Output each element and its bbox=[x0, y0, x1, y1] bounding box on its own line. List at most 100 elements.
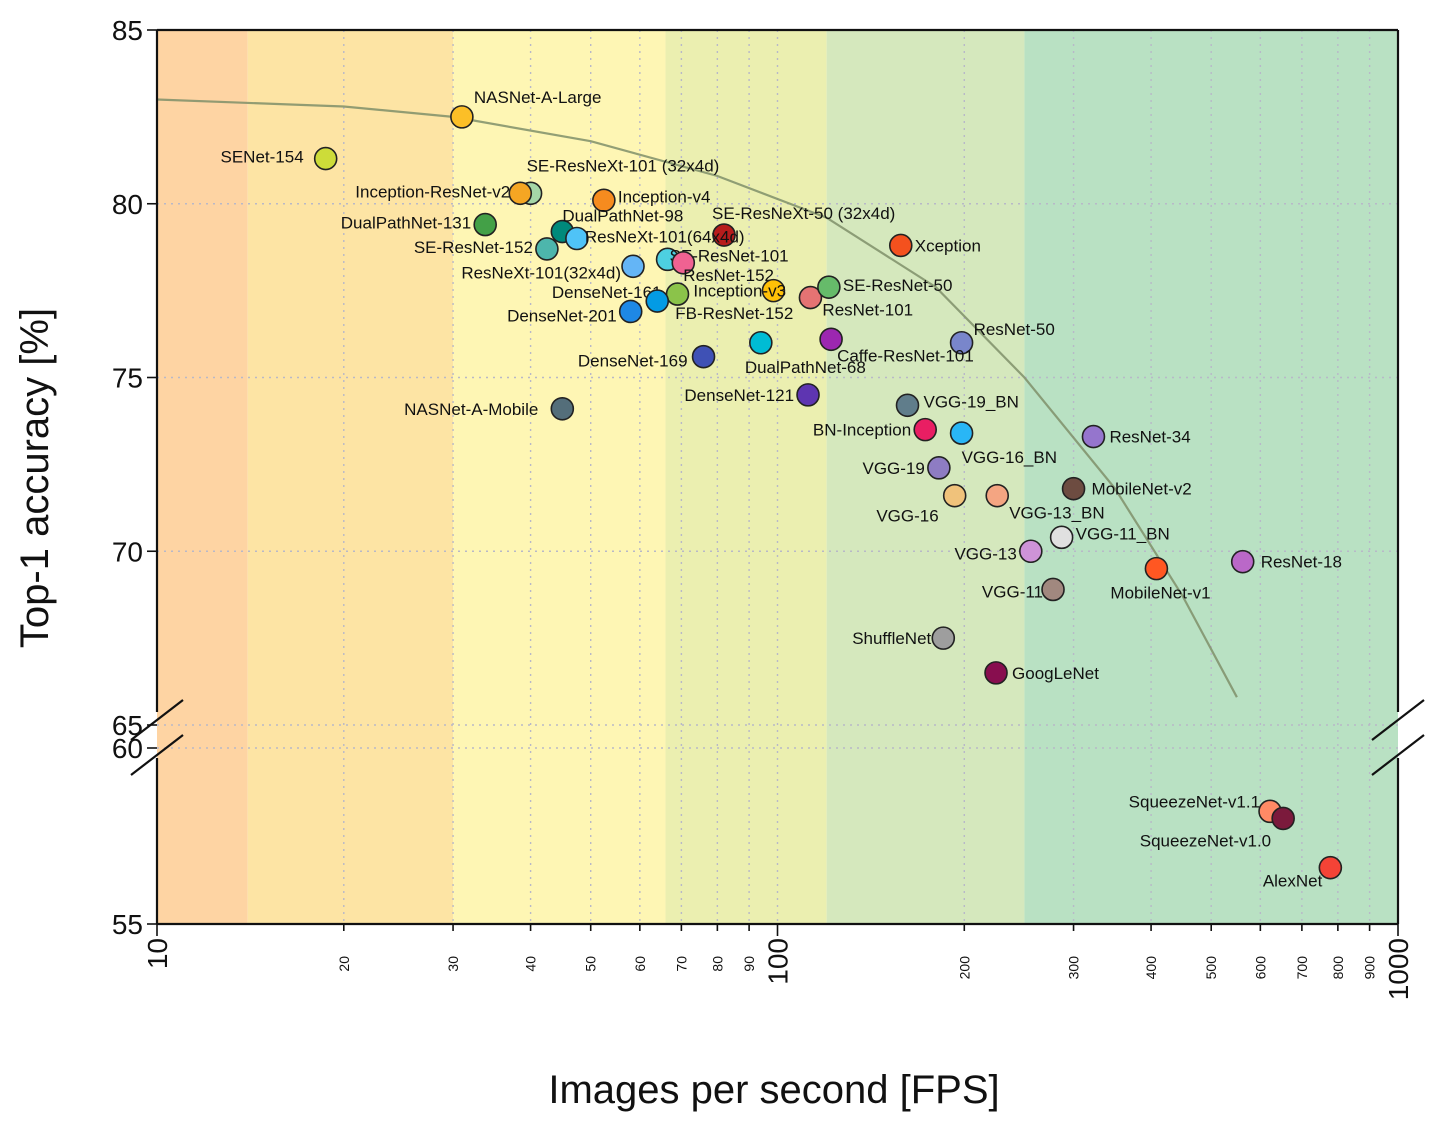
x-tick-label: 70 bbox=[673, 956, 689, 972]
pareto-frontier-curve bbox=[156, 98, 1238, 698]
point-label: SqueezeNet-v1.1 bbox=[1129, 792, 1260, 811]
data-point bbox=[1019, 539, 1043, 564]
x-tick-label: 40 bbox=[523, 956, 539, 972]
data-point bbox=[819, 327, 843, 352]
data-point bbox=[1081, 424, 1106, 449]
background-band bbox=[157, 30, 248, 924]
x-tick-label: 20 bbox=[336, 956, 352, 972]
y-tick-label: 55 bbox=[112, 909, 143, 940]
point-label: VGG-19 bbox=[863, 459, 925, 478]
point-label: DualPathNet-98 bbox=[562, 207, 683, 226]
point-label: NASNet-A-Mobile bbox=[404, 400, 538, 419]
point-label: VGG-13 bbox=[954, 544, 1016, 563]
data-point bbox=[1271, 806, 1295, 831]
data-point bbox=[691, 344, 716, 369]
y-tick-label: 85 bbox=[112, 15, 143, 46]
x-tick-label: 300 bbox=[1066, 956, 1082, 980]
y-axis-title: Top-1 accuracy [%] bbox=[13, 308, 57, 648]
data-point bbox=[565, 226, 589, 251]
point-label: DenseNet-169 bbox=[578, 352, 688, 371]
point-label: VGG-13_BN bbox=[1009, 504, 1104, 523]
data-point bbox=[671, 251, 696, 275]
point-label: Inception-v3 bbox=[693, 282, 786, 301]
point-label: FB-ResNet-152 bbox=[675, 304, 793, 323]
data-point bbox=[895, 393, 920, 418]
data-points: NASNet-A-Large SENet-154 SE-ResNeXt-101 (3… bbox=[221, 88, 1343, 891]
point-label: Xception bbox=[915, 236, 981, 255]
point-label: Inception-v4 bbox=[618, 187, 711, 206]
x-tick-label: 100 bbox=[763, 938, 794, 985]
point-label: MobileNet-v1 bbox=[1110, 584, 1210, 603]
data-point bbox=[1049, 525, 1074, 550]
data-point bbox=[508, 181, 533, 206]
background-band bbox=[453, 30, 666, 924]
data-point bbox=[313, 146, 338, 171]
data-point bbox=[1041, 577, 1065, 602]
x-tick-label: 500 bbox=[1203, 956, 1219, 980]
point-label: SENet-154 bbox=[221, 148, 304, 167]
data-point bbox=[592, 188, 616, 213]
x-tick-label: 1000 bbox=[1383, 938, 1414, 1000]
point-label: ResNet-101 bbox=[822, 301, 913, 320]
point-label: VGG-11_BN bbox=[1076, 524, 1170, 543]
point-label: DenseNet-121 bbox=[684, 386, 794, 405]
x-tick-label: 10 bbox=[142, 938, 173, 969]
background-band bbox=[247, 30, 454, 924]
y-tick-label: 75 bbox=[112, 363, 143, 394]
point-label: GoogLeNet bbox=[1012, 664, 1099, 683]
data-point bbox=[931, 626, 956, 650]
background-band bbox=[826, 30, 1025, 924]
point-label: ResNeXt-101(32x4d) bbox=[461, 263, 621, 282]
y-tick-label: 60 bbox=[112, 733, 143, 764]
data-point bbox=[761, 278, 786, 303]
data-point bbox=[927, 456, 951, 480]
point-label: VGG-16_BN bbox=[962, 448, 1057, 467]
point-label: SE-ResNeXt-50 (32x4d) bbox=[712, 204, 895, 223]
point-label: NASNet-A-Large bbox=[474, 88, 602, 107]
data-point bbox=[621, 254, 645, 279]
data-point bbox=[1061, 476, 1086, 501]
x-tick-label: 90 bbox=[741, 956, 757, 972]
point-label: SE-ResNet-101 bbox=[670, 246, 789, 265]
point-label: VGG-11 bbox=[982, 582, 1043, 601]
point-label: SE-ResNeXt-101 (32x4d) bbox=[527, 156, 720, 175]
tick-labels: 65 70 75 80 85 55 60 10 100 1000 20 30 40 50 60 70 80 90 2… bbox=[112, 15, 1414, 1000]
point-label: Inception-ResNet-v2 bbox=[355, 182, 510, 201]
point-label: VGG-16 bbox=[876, 507, 938, 526]
left-axis-break-mark bbox=[130, 699, 184, 741]
x-tick-label: 700 bbox=[1294, 956, 1310, 980]
point-label: DualPathNet-131 bbox=[341, 214, 471, 233]
x-tick-label: 900 bbox=[1362, 956, 1378, 980]
data-point bbox=[817, 275, 841, 299]
point-label: DualPathNet-68 bbox=[745, 358, 866, 377]
point-label: ResNet-50 bbox=[974, 320, 1055, 339]
point-label: ResNeXt-101(64x4d) bbox=[585, 228, 745, 247]
data-point bbox=[913, 417, 938, 442]
data-point bbox=[796, 383, 820, 407]
data-point bbox=[665, 282, 690, 306]
data-point bbox=[535, 237, 559, 261]
data-point bbox=[942, 483, 967, 508]
x-tick-label: 400 bbox=[1143, 956, 1159, 980]
data-point bbox=[712, 223, 736, 247]
y-tick-label: 65 bbox=[112, 710, 143, 741]
data-point bbox=[450, 105, 474, 129]
point-label: DenseNet-161 bbox=[552, 283, 662, 302]
x-tick-label: 200 bbox=[956, 956, 972, 980]
point-label: SE-ResNet-152 bbox=[414, 238, 533, 257]
point-label: VGG-19_BN bbox=[924, 392, 1019, 411]
grid-lines bbox=[157, 30, 1398, 924]
point-label: ResNet-152 bbox=[683, 266, 774, 285]
y-tick-label: 80 bbox=[112, 189, 143, 220]
x-tick-label: 800 bbox=[1330, 956, 1346, 980]
x-tick-label: 60 bbox=[632, 956, 648, 972]
point-label: AlexNet bbox=[1263, 872, 1323, 891]
x-axis-title: Images per second [FPS] bbox=[548, 1068, 999, 1112]
right-axis-break-mark bbox=[1371, 734, 1425, 776]
x-tick-label: 30 bbox=[445, 956, 461, 972]
data-point bbox=[1318, 855, 1343, 880]
point-label: BN-Inception bbox=[813, 421, 911, 440]
data-point bbox=[749, 330, 773, 355]
data-point bbox=[473, 212, 497, 237]
